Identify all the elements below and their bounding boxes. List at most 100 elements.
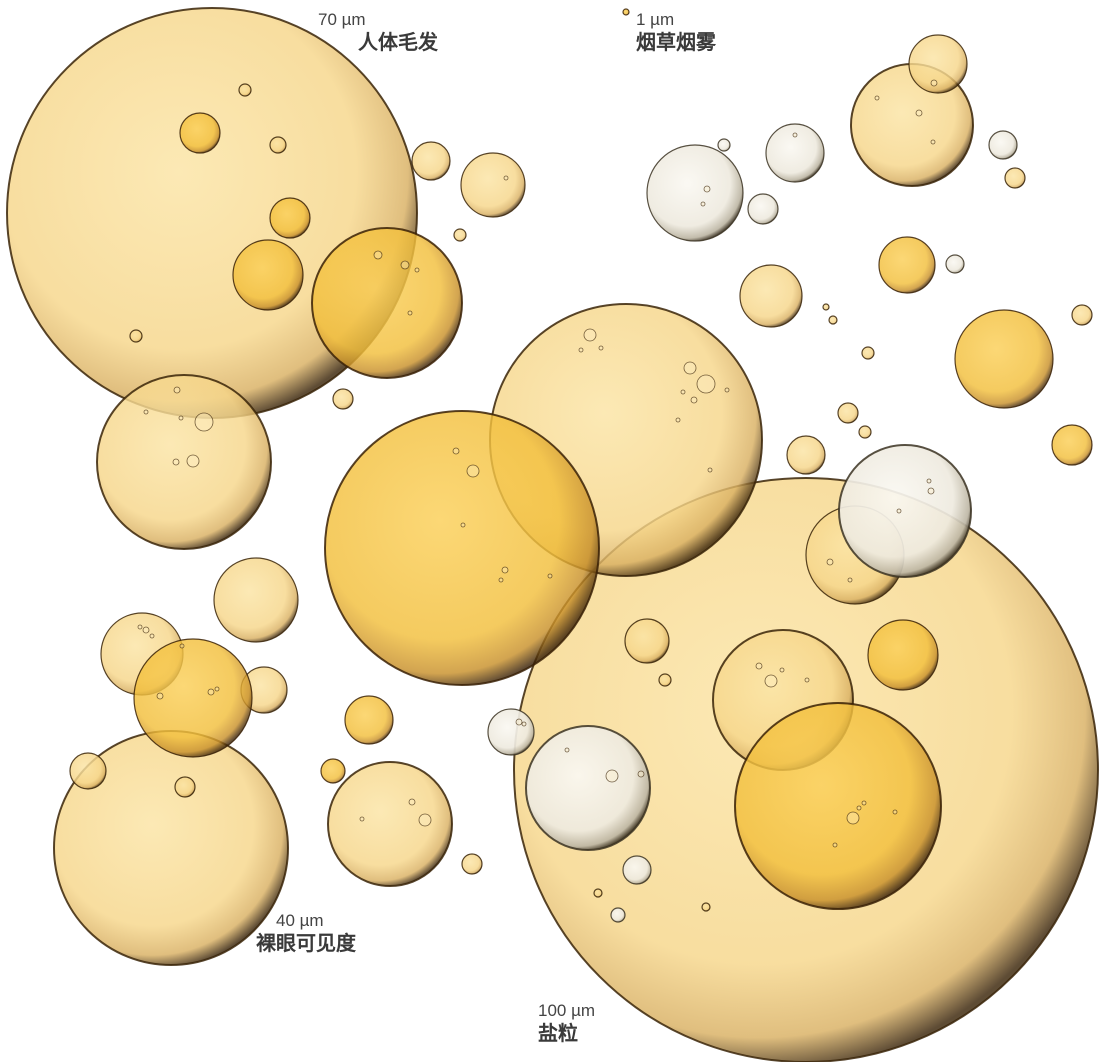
inner-speck-21 [466,464,480,478]
inner-speck-37 [896,508,902,514]
bubble-28 [129,329,143,343]
inner-speck-7 [578,347,584,353]
inner-speck-28 [755,662,763,670]
inner-speck-38 [846,811,860,825]
bubble-46 [269,197,311,239]
inner-speck-59 [703,185,711,193]
label-naked-eye-size: 40 µm [276,911,324,930]
bubble-17 [69,752,107,790]
label-naked-eye-name: 裸眼可见度 [256,932,356,955]
inner-speck-50 [605,769,619,783]
bubble-4 [96,374,272,550]
bubble-54 [487,708,535,756]
bubble-58 [945,254,965,274]
inner-speck-55 [359,816,365,822]
bubble-50 [646,144,744,242]
bubble-31 [858,425,872,439]
inner-speck-54 [408,798,416,806]
inner-speck-36 [926,478,932,484]
bubble-47 [344,695,394,745]
inner-speck-18 [143,409,149,415]
inner-speck-19 [186,454,200,468]
label-salt: 100 µm 盐粒 [538,1001,595,1046]
inner-speck-8 [683,361,697,375]
inner-speck-2 [400,260,410,270]
bubble-45 [179,112,221,154]
bubble-43 [232,239,304,311]
inner-speck-39 [856,805,862,811]
inner-speck-27 [764,674,778,688]
inner-speck-47 [142,626,150,634]
bubble-25 [269,136,287,154]
bubble-38 [324,410,600,686]
inner-speck-51 [637,770,645,778]
inner-speck-33 [930,139,936,145]
inner-speck-57 [847,577,853,583]
bubble-51 [838,444,972,578]
label-hair-name: 人体毛发 [358,31,438,54]
bubble-59 [610,907,626,923]
bubble-27 [453,228,467,242]
bubble-29 [174,776,196,798]
inner-speck-14 [707,467,713,473]
inner-speck-40 [861,800,867,806]
inner-speck-9 [696,374,716,394]
inner-speck-61 [515,718,523,726]
label-naked-eye: 40 µm 裸眼可见度 [256,911,356,956]
label-smoke: 1 µm 烟草烟雾 [636,10,716,55]
inner-speck-29 [779,667,785,673]
inner-speck-4 [407,310,413,316]
inner-speck-56 [826,558,834,566]
inner-speck-52 [564,747,570,753]
inner-speck-58 [792,132,798,138]
inner-speck-17 [178,415,184,421]
bubble-35 [701,902,711,912]
inner-speck-43 [207,688,215,696]
inner-speck-60 [700,201,706,207]
bubble-19 [908,34,968,94]
bubble-22 [837,402,859,424]
label-smoke-name: 烟草烟雾 [636,31,716,54]
inner-speck-46 [156,692,164,700]
inner-speck-13 [675,417,681,423]
inner-speck-63 [503,175,509,181]
bubble-42 [867,619,939,691]
inner-speck-15 [194,412,214,432]
inner-speck-22 [452,447,460,455]
label-hair-size: 70 µm [318,10,366,29]
inner-speck-26 [547,573,553,579]
inner-speck-32 [930,79,938,87]
label-salt-size: 100 µm [538,1001,596,1020]
bubble-37 [311,227,463,379]
bubble-49 [320,758,346,784]
inner-speck-1 [373,250,383,260]
bubble-41 [954,309,1054,409]
bubble-30 [658,673,672,687]
bubble-group [6,7,1099,1062]
bubble-15 [786,435,826,475]
bubble-10 [213,557,299,643]
bubble-40 [133,638,253,758]
bubble-57 [622,855,652,885]
inner-speck-6 [598,345,604,351]
bubble-48 [1051,424,1093,466]
inner-speck-20 [172,458,180,466]
inner-speck-44 [214,686,220,692]
inner-speck-10 [690,396,698,404]
inner-speck-16 [173,386,181,394]
bubble-61 [622,8,630,16]
inner-speck-24 [501,566,509,574]
bubble-56 [988,130,1018,160]
bubble-36 [593,888,603,898]
bubble-55 [747,193,779,225]
inner-speck-11 [680,389,686,395]
bubble-6 [327,761,453,887]
bubble-53 [765,123,825,183]
bubble-60 [717,138,731,152]
inner-speck-3 [414,267,420,273]
inner-speck-30 [804,677,810,683]
bubble-24 [461,853,483,875]
label-hair: 70 µm 人体毛发 [318,10,438,55]
inner-speck-23 [460,522,466,528]
bubble-18 [624,618,670,664]
